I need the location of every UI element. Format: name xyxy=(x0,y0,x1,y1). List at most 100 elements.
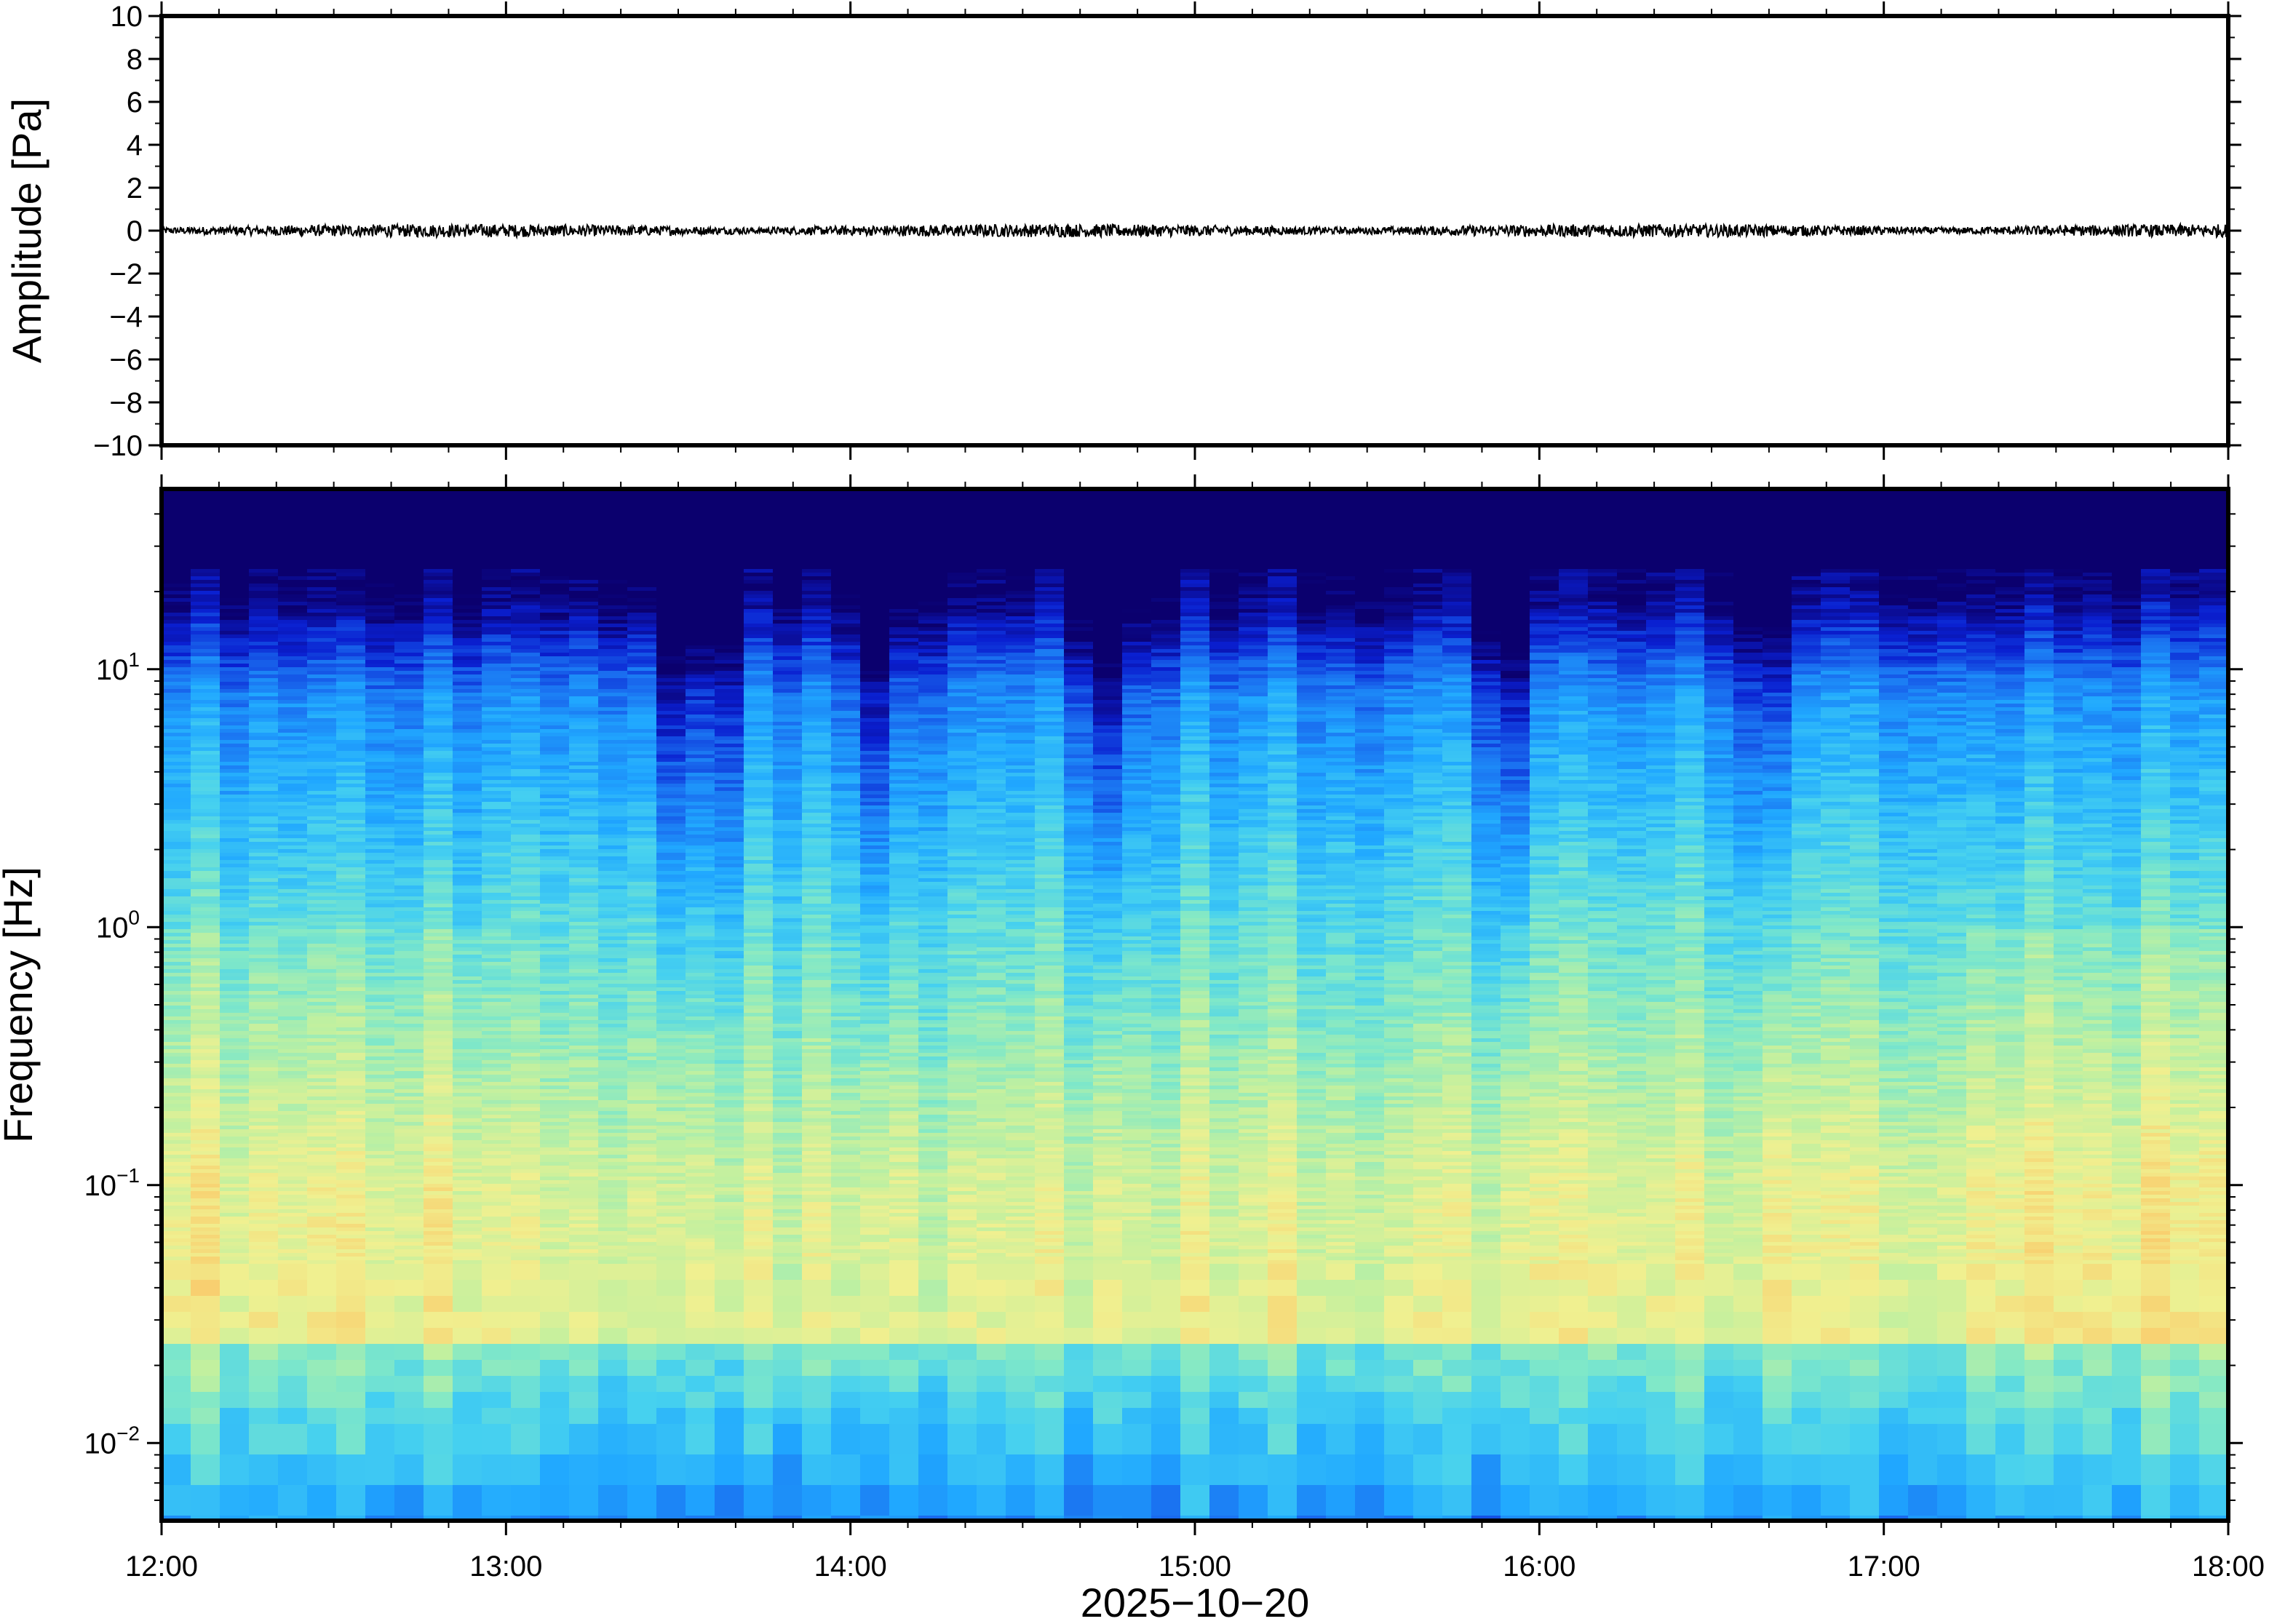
spectrogram-cell xyxy=(336,787,366,792)
spectrogram-cell xyxy=(569,809,599,813)
spectrogram-cell xyxy=(220,664,250,668)
spectrogram-cell xyxy=(482,689,512,693)
spectrogram-cell xyxy=(220,1093,250,1097)
spectrogram-cell xyxy=(656,1249,686,1254)
spectrogram-cell xyxy=(598,976,628,981)
spectrogram-cell xyxy=(365,500,395,504)
spectrogram-cell xyxy=(482,831,512,835)
spectrogram-cell xyxy=(424,1187,453,1192)
spectrogram-cell xyxy=(249,547,279,552)
spectrogram-cell xyxy=(627,871,657,875)
spectrogram-cell xyxy=(249,1202,279,1206)
spectrogram-cell xyxy=(511,896,541,901)
spectrogram-cell xyxy=(220,1075,250,1079)
spectrogram-cell xyxy=(278,1249,308,1254)
spectrogram-cell xyxy=(627,715,657,719)
spectrogram-cell xyxy=(453,722,482,726)
spectrogram-cell xyxy=(278,820,308,824)
spectrogram-cell xyxy=(744,1392,774,1409)
spectrogram-cell xyxy=(569,1392,599,1409)
spectrogram-cell xyxy=(249,944,279,948)
spectrogram-cell xyxy=(511,762,541,766)
spectrogram-cell xyxy=(453,678,482,682)
spectrogram-cell xyxy=(307,667,337,672)
spectrogram-cell xyxy=(307,500,337,504)
spectrogram-cell xyxy=(598,758,628,763)
spectrogram-cell xyxy=(773,514,803,519)
spectrogram-cell xyxy=(656,547,686,552)
spectrogram-cell xyxy=(511,1035,541,1039)
spectrogram-cell xyxy=(627,1392,657,1409)
spectrogram-cell xyxy=(656,900,686,904)
spectrogram-cell xyxy=(424,645,453,650)
spectrogram-cell xyxy=(627,554,657,559)
spectrogram-cell xyxy=(453,1082,482,1086)
spectrogram-cell xyxy=(686,645,715,650)
spectrogram-cell xyxy=(598,984,628,988)
spectrogram-cell xyxy=(162,1053,191,1057)
spectrogram-cell xyxy=(744,1056,774,1061)
spectrogram-cell xyxy=(715,587,744,592)
spectrogram-cell xyxy=(365,911,395,915)
spectrogram-cell xyxy=(569,773,599,777)
spectrogram-cell xyxy=(686,1227,715,1232)
spectrogram-cell xyxy=(511,533,541,537)
spectrogram-cell xyxy=(569,889,599,893)
spectrogram-cell xyxy=(744,645,774,650)
spectrogram-cell xyxy=(394,1158,424,1163)
spectrogram-cell xyxy=(773,824,803,828)
spectrogram-cell xyxy=(191,1096,220,1101)
spectrogram-cell xyxy=(482,798,512,803)
spectrogram-cell xyxy=(598,987,628,992)
spectrogram-cell xyxy=(307,813,337,817)
spectrogram-cell xyxy=(482,813,512,817)
spectrogram-cell xyxy=(424,1213,453,1217)
spectrogram-cell xyxy=(511,1067,541,1072)
spectrogram-cell xyxy=(220,1392,250,1409)
spectrogram-cell xyxy=(482,704,512,708)
spectrogram-cell xyxy=(598,602,628,606)
spectrogram-cell xyxy=(307,762,337,766)
spectrogram-cell xyxy=(278,1242,308,1246)
spectrogram-cell xyxy=(482,507,512,512)
spectrogram-cell xyxy=(656,998,686,1003)
spectrogram-cell xyxy=(191,944,220,948)
spectrogram-cell xyxy=(191,1296,220,1313)
spectrogram-cell xyxy=(656,787,686,792)
spectrogram-cell xyxy=(424,1020,453,1024)
spectrogram-cell xyxy=(307,1257,337,1261)
spectrogram-cell xyxy=(162,860,191,864)
spectrogram-cell xyxy=(453,1009,482,1014)
spectrogram-cell xyxy=(365,1078,395,1083)
spectrogram-cell xyxy=(394,987,424,992)
spectrogram-cell xyxy=(656,507,686,512)
spectrogram-cell xyxy=(482,514,512,519)
spectrogram-cell xyxy=(453,1296,482,1313)
spectrogram-cell xyxy=(540,980,570,984)
spectrogram-cell xyxy=(744,1424,774,1455)
spectrogram-cell xyxy=(191,1217,220,1221)
spectrogram-cell xyxy=(191,1111,220,1115)
spectrogram-cell xyxy=(598,776,628,781)
spectrogram-cell xyxy=(686,584,715,588)
spectrogram-cell xyxy=(307,878,337,883)
spectrogram-cell xyxy=(424,718,453,723)
spectrogram-cell xyxy=(453,522,482,526)
spectrogram-cell xyxy=(598,1173,628,1177)
spectrogram-cell xyxy=(191,529,220,533)
spectrogram-cell xyxy=(191,514,220,519)
spectrogram-cell xyxy=(598,882,628,886)
spectrogram-cell xyxy=(365,547,395,552)
spectrogram-cell xyxy=(453,755,482,759)
spectrogram-cell xyxy=(686,842,715,846)
spectrogram-cell xyxy=(715,966,744,970)
spectrogram-cell xyxy=(482,1151,512,1155)
spectrogram-cell xyxy=(307,1049,337,1054)
spectrogram-cell xyxy=(394,591,424,595)
spectrogram-cell xyxy=(598,1049,628,1054)
spectrogram-cell xyxy=(598,1238,628,1243)
spectrogram-cell xyxy=(453,1016,482,1021)
spectrogram-cell xyxy=(249,1140,279,1145)
spectrogram-cell xyxy=(482,700,512,704)
spectrogram-cell xyxy=(686,1376,715,1393)
